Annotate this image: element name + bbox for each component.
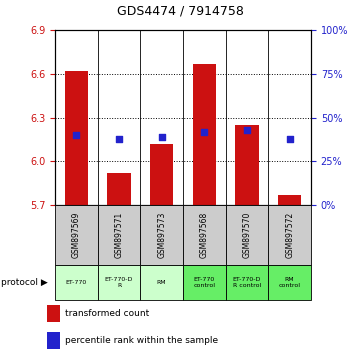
Text: RM: RM — [157, 280, 166, 285]
Point — [244, 127, 250, 133]
Bar — [55, 205, 98, 265]
Text: ET-770-D
R control: ET-770-D R control — [233, 277, 261, 288]
Bar — [183, 205, 226, 265]
Text: percentile rank within the sample: percentile rank within the sample — [65, 336, 218, 345]
Text: GSM897571: GSM897571 — [114, 212, 123, 258]
Bar — [268, 205, 311, 265]
Bar — [278, 195, 301, 205]
Text: protocol ▶: protocol ▶ — [1, 278, 48, 287]
Bar — [226, 205, 268, 265]
Bar — [55, 265, 98, 300]
Bar — [140, 205, 183, 265]
Text: transformed count: transformed count — [65, 309, 149, 318]
Text: RM
control: RM control — [279, 277, 301, 288]
Bar — [150, 144, 173, 205]
Text: GSM897568: GSM897568 — [200, 212, 209, 258]
Bar — [268, 265, 311, 300]
Point — [116, 136, 122, 141]
Point — [201, 129, 207, 134]
Text: GDS4474 / 7914758: GDS4474 / 7914758 — [117, 5, 244, 18]
Bar — [98, 265, 140, 300]
Bar — [98, 205, 140, 265]
Text: GSM897569: GSM897569 — [72, 212, 81, 258]
Bar — [47, 306, 60, 321]
Bar — [235, 125, 259, 205]
Point — [287, 136, 292, 141]
Bar — [183, 265, 226, 300]
Text: ET-770
control: ET-770 control — [193, 277, 215, 288]
Text: ET-770: ET-770 — [66, 280, 87, 285]
Bar — [226, 265, 268, 300]
Text: ET-770-D
R: ET-770-D R — [105, 277, 133, 288]
Bar — [107, 173, 131, 205]
Text: GSM897570: GSM897570 — [243, 212, 252, 258]
Bar — [47, 332, 60, 349]
Text: GSM897573: GSM897573 — [157, 212, 166, 258]
Bar — [193, 63, 216, 205]
Text: GSM897572: GSM897572 — [285, 212, 294, 258]
Point — [159, 134, 165, 139]
Point — [73, 132, 79, 138]
Bar — [140, 265, 183, 300]
Bar — [65, 71, 88, 205]
